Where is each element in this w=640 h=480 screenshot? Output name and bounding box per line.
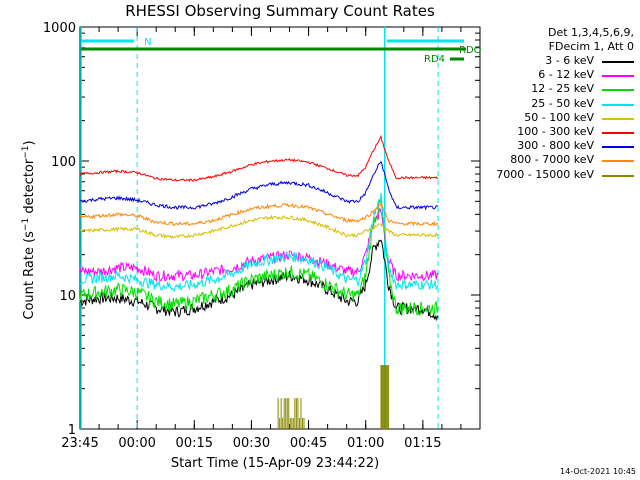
plot-frame <box>79 26 481 430</box>
legend-swatch <box>602 146 634 149</box>
legend-swatch <box>602 103 634 106</box>
x-tick-label: 00:15 <box>176 436 213 451</box>
axis-layer: 1 10 100 1000 23:45 00:00 00:15 00:30 00:45 01:00… <box>43 21 481 451</box>
x-tick-label: 00:45 <box>290 436 327 451</box>
date-stamp: 14-Oct-2021 10:45 <box>560 467 636 476</box>
rd4-label: RD4 <box>424 54 445 65</box>
series-line-3 <box>79 192 439 292</box>
legend-swatch <box>602 61 634 63</box>
legend-label: 7000 - 15000 keV <box>496 167 594 181</box>
legend-header-detectors: Det 1,3,4,5,6,9, <box>547 26 634 39</box>
legend-rows: 3 - 6 keV 6 - 12 keV 12 - 25 keV 25 - 50 ke… <box>444 54 634 182</box>
legend-label: 3 - 6 keV <box>545 54 594 67</box>
night-label: N <box>144 37 151 48</box>
legend-item: 50 - 100 keV <box>444 111 634 125</box>
legend-label: 300 - 800 keV <box>517 139 594 153</box>
annotation-layer: N RDO RD4 <box>80 27 482 429</box>
x-tick-label: 00:00 <box>118 436 155 451</box>
legend-item: 100 - 300 keV <box>444 125 634 139</box>
x-axis-label: Start Time (15-Apr-09 23:44:22) <box>171 456 379 471</box>
legend-label: 50 - 100 keV <box>524 110 594 124</box>
series-line-1 <box>79 206 439 283</box>
legend-item: 6 - 12 keV <box>444 68 634 82</box>
x-tick-label: 01:00 <box>347 436 384 451</box>
saa-label: RDO <box>459 45 482 56</box>
series-line-7 <box>79 202 439 227</box>
series-line-0 <box>79 239 439 322</box>
legend-swatch <box>602 160 634 163</box>
legend: Det 1,3,4,5,6,9, FDecim 1, Att 0 3 - 6 k… <box>444 26 634 182</box>
legend-label: 6 - 12 keV <box>538 68 594 82</box>
y-tick-label: 100 <box>51 155 76 170</box>
series-layer <box>79 134 439 429</box>
y-axis-label: Count Rate (s−1 detector−1) <box>21 140 37 319</box>
legend-item: 7000 - 15000 keV <box>444 168 634 182</box>
legend-item: 300 - 800 keV <box>444 139 634 153</box>
chart-title: RHESSI Observing Summary Count Rates <box>125 2 435 20</box>
legend-item: 12 - 25 keV <box>444 82 634 96</box>
legend-swatch <box>602 131 634 134</box>
legend-item: 25 - 50 keV <box>444 97 634 111</box>
y-tick-label: 1 <box>68 423 76 438</box>
legend-label: 800 - 7000 keV <box>510 153 594 167</box>
legend-item: 800 - 7000 keV <box>444 153 634 167</box>
legend-label: 12 - 25 keV <box>531 82 594 96</box>
series-line-4 <box>79 214 439 239</box>
legend-header-decimation: FDecim 1, Att 0 <box>548 40 634 53</box>
x-tick-label: 00:30 <box>233 436 270 451</box>
y-tick-label: 10 <box>59 289 76 304</box>
x-tick-label: 23:45 <box>61 436 98 451</box>
y-tick-label: 1000 <box>43 21 76 36</box>
legend-label: 25 - 50 keV <box>531 96 594 110</box>
legend-swatch <box>602 75 634 78</box>
x-tick-label: 01:15 <box>404 436 441 451</box>
legend-swatch <box>602 174 634 177</box>
legend-swatch <box>602 89 634 92</box>
series-line-6 <box>79 160 439 211</box>
legend-label: 100 - 300 keV <box>517 124 594 138</box>
legend-item: 3 - 6 keV <box>444 54 634 68</box>
series-line-5 <box>79 134 439 182</box>
legend-swatch <box>602 117 634 120</box>
